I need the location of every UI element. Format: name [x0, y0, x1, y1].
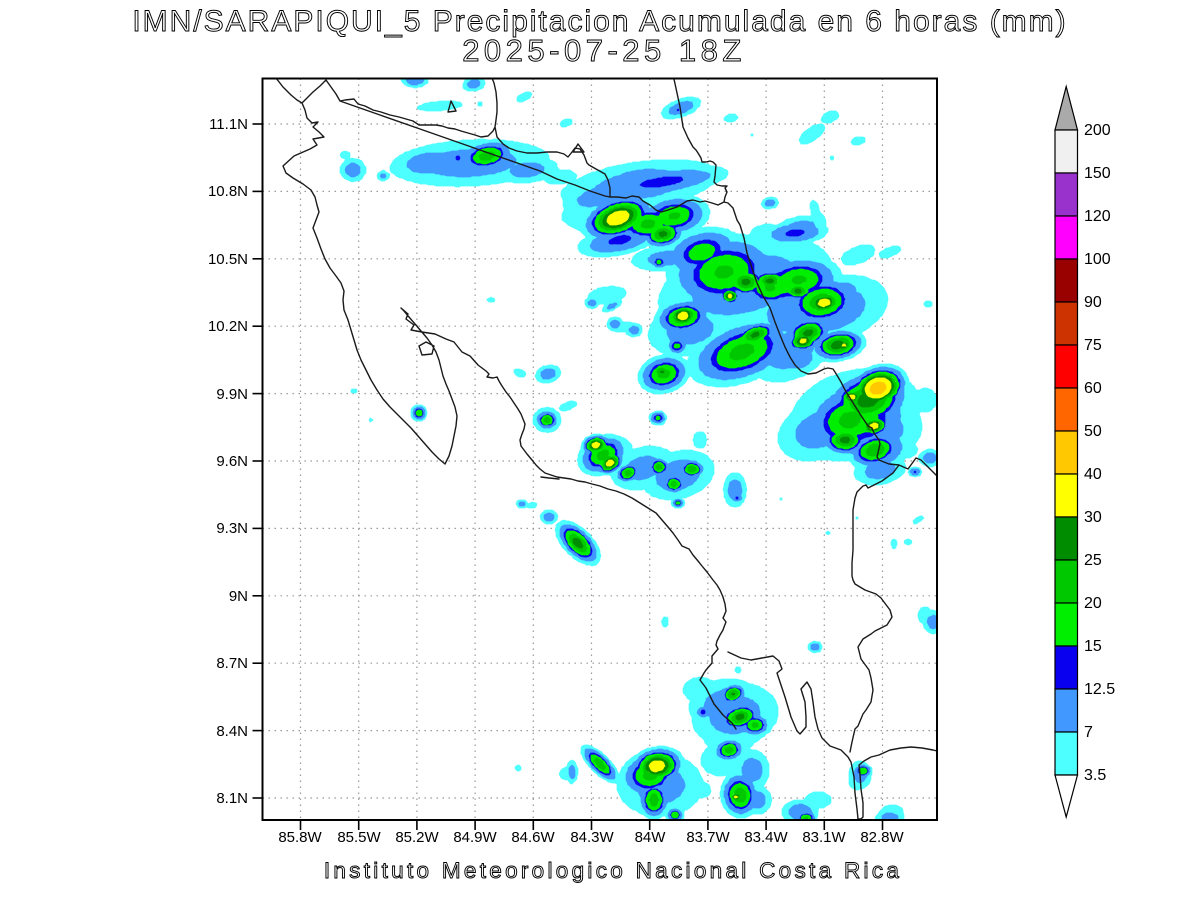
svg-text:10.8N: 10.8N — [208, 183, 248, 200]
svg-text:60: 60 — [1084, 380, 1102, 397]
svg-text:90: 90 — [1084, 294, 1102, 311]
svg-text:85.2W: 85.2W — [395, 829, 439, 846]
svg-text:11.1N: 11.1N — [209, 116, 248, 133]
svg-text:8.7N: 8.7N — [216, 655, 248, 672]
svg-text:120: 120 — [1084, 208, 1111, 225]
svg-text:82.8W: 82.8W — [860, 829, 904, 846]
svg-text:IMN/SARAPIQUI_5 Precipitacion: IMN/SARAPIQUI_5 Precipitacion Acumulada … — [132, 5, 1067, 38]
svg-text:9N: 9N — [229, 588, 248, 605]
svg-text:8.4N: 8.4N — [216, 723, 248, 740]
svg-text:83.7W: 83.7W — [686, 829, 730, 846]
svg-text:84.9W: 84.9W — [453, 829, 497, 846]
svg-text:200: 200 — [1084, 122, 1111, 139]
svg-text:84.3W: 84.3W — [570, 829, 614, 846]
svg-text:75: 75 — [1084, 337, 1102, 354]
svg-text:50: 50 — [1084, 423, 1102, 440]
svg-text:84W: 84W — [635, 829, 667, 846]
svg-text:84.6W: 84.6W — [511, 829, 555, 846]
svg-text:30: 30 — [1084, 509, 1102, 526]
svg-text:12.5: 12.5 — [1084, 681, 1115, 698]
svg-text:40: 40 — [1084, 466, 1102, 483]
svg-text:7: 7 — [1084, 724, 1093, 741]
svg-text:85.8W: 85.8W — [278, 829, 322, 846]
svg-text:8.1N: 8.1N — [216, 790, 248, 807]
svg-text:10.5N: 10.5N — [208, 251, 248, 268]
svg-text:83.1W: 83.1W — [802, 829, 846, 846]
svg-text:9.6N: 9.6N — [216, 453, 248, 470]
svg-text:150: 150 — [1084, 165, 1111, 182]
svg-text:10.2N: 10.2N — [208, 318, 248, 335]
svg-text:25: 25 — [1084, 552, 1102, 569]
svg-text:83.4W: 83.4W — [744, 829, 788, 846]
svg-text:100: 100 — [1084, 251, 1111, 268]
svg-text:9.9N: 9.9N — [216, 386, 248, 403]
svg-text:9.3N: 9.3N — [216, 520, 248, 537]
svg-text:20: 20 — [1084, 595, 1102, 612]
svg-text:2025-07-25 18Z: 2025-07-25 18Z — [462, 33, 746, 68]
svg-text:Instituto Meteorologico Nacion: Instituto Meteorologico Nacional Costa R… — [324, 858, 902, 883]
svg-text:3.5: 3.5 — [1084, 767, 1106, 784]
svg-text:85.5W: 85.5W — [337, 829, 381, 846]
svg-text:15: 15 — [1084, 638, 1102, 655]
